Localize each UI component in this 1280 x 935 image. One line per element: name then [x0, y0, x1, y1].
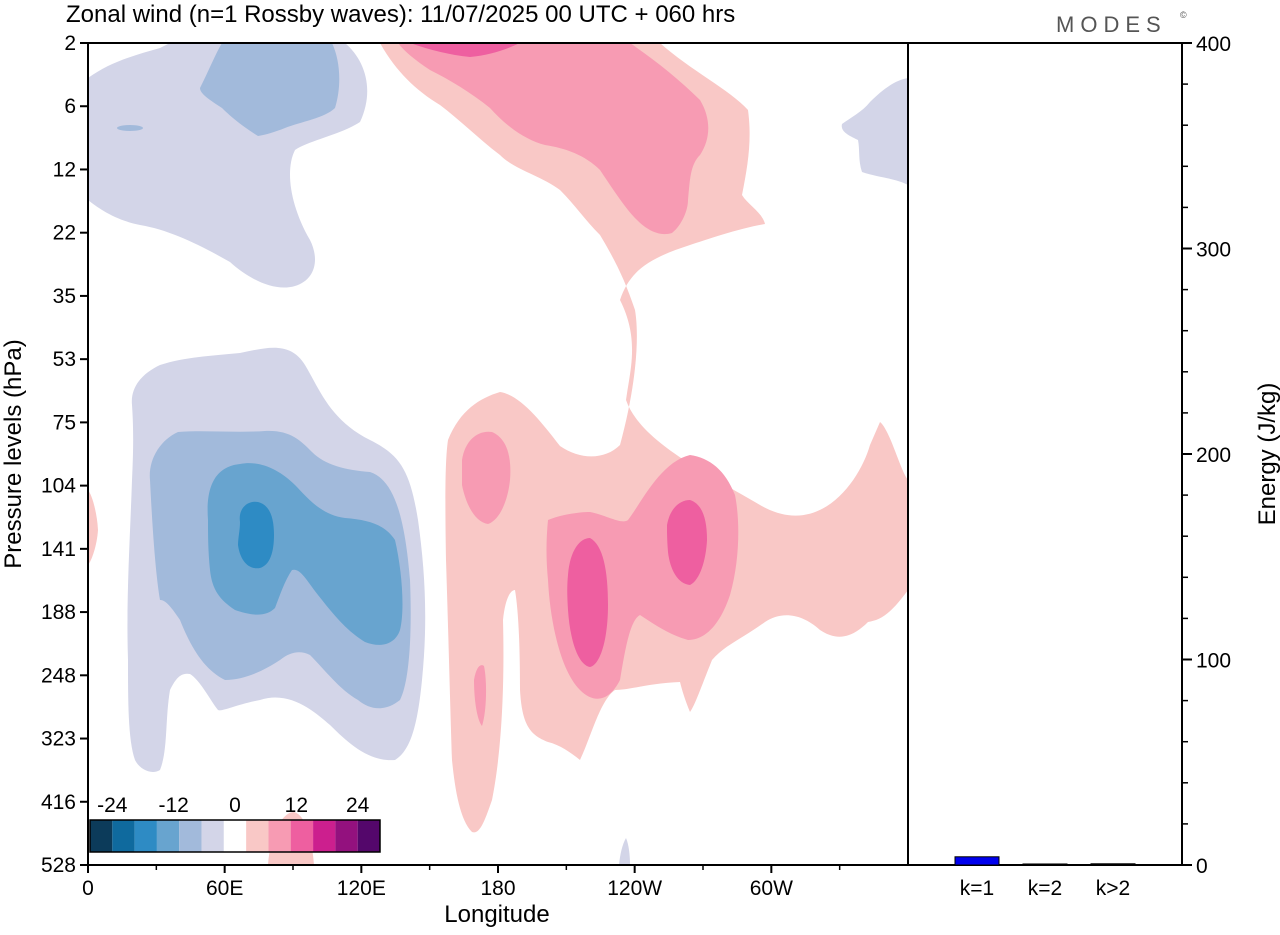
colorbar-frame [89, 819, 381, 853]
colorbar-swatch [268, 820, 291, 852]
contour-neg-trop-core [238, 501, 274, 569]
contour-pos-strat-light [380, 43, 908, 833]
map-x-axis: 0 60E 120E 180 120W 60W [82, 865, 841, 900]
y-tick-label: 53 [53, 348, 76, 371]
colorbar-swatch [90, 820, 113, 852]
brand-copyright-mark: © [1180, 10, 1187, 20]
y-tick-label: 2 [64, 32, 76, 55]
colorbar-labels: -24 -12 0 12 24 [97, 794, 370, 817]
contour-neg-bottom [619, 838, 630, 865]
colorbar-swatch [335, 820, 358, 852]
x-tick-label: 60E [206, 877, 243, 900]
energy-tick-label: 300 [1196, 239, 1231, 262]
colorbar-swatch [112, 820, 135, 852]
y-tick-label: 141 [41, 538, 76, 561]
energy-tick-label: 200 [1196, 444, 1231, 467]
contour-pos-trop-mid-west [462, 431, 511, 524]
energy-tick-label: 0 [1196, 855, 1208, 878]
brand-logo: MODES [1056, 12, 1167, 37]
colorbar-label: -24 [97, 794, 128, 817]
colorbar-swatch [246, 820, 269, 852]
colorbar-swatch [223, 820, 247, 852]
x-tick-label: 180 [480, 877, 515, 900]
y-tick-label: 12 [53, 158, 76, 181]
contour-pos-trop-core-west [567, 538, 608, 667]
energy-tick-label: 400 [1196, 33, 1231, 56]
energy-bar [954, 856, 1000, 866]
colorbar-swatch [290, 820, 314, 852]
colorbar-label: 12 [285, 794, 308, 817]
y-tick-label: 416 [41, 791, 76, 814]
contour-pos-west-edge [88, 490, 98, 565]
energy-category-label: k>2 [1096, 877, 1130, 900]
y-tick-label: 323 [41, 728, 76, 751]
energy-axis-label: Energy (J/kg) [1254, 383, 1280, 526]
x-tick-label: 120W [607, 877, 662, 900]
colorbar-swatch [156, 820, 180, 852]
energy-x-axis: k=1 k=2 k>2 [960, 877, 1130, 900]
map-y-axis: 2 6 12 22 35 53 75 104 141 188 248 323 416 528 [41, 32, 88, 877]
colorbar [89, 819, 381, 853]
energy-category-label: k=1 [960, 877, 994, 900]
x-tick-label: 60W [750, 877, 793, 900]
x-axis-label: Longitude [444, 901, 549, 928]
energy-bars [954, 856, 1136, 866]
y-tick-label: 22 [53, 222, 76, 245]
y-tick-label: 104 [41, 475, 76, 498]
colorbar-swatch [134, 820, 157, 852]
colorbar-label: 24 [346, 794, 370, 817]
colorbar-swatch [179, 820, 202, 852]
contour-neg-east-edge [841, 78, 908, 185]
y-tick-label: 75 [53, 411, 76, 434]
energy-category-label: k=2 [1028, 877, 1062, 900]
energy-y-axis: 0 100 200 300 400 [1182, 33, 1231, 878]
y-tick-label: 248 [41, 664, 76, 687]
contour-pos-trop-spot [474, 665, 487, 726]
colorbar-swatch [313, 820, 336, 852]
contour-neg-strat-mid [200, 43, 340, 136]
energy-bar [1022, 863, 1068, 866]
energy-panel-frame [907, 42, 1183, 866]
x-tick-label: 120E [337, 877, 386, 900]
contour-neg-strat-spot [117, 125, 143, 131]
y-tick-label: 528 [41, 854, 76, 877]
contour-pos-strat-core [410, 43, 520, 57]
colorbar-swatch [357, 820, 380, 852]
y-axis-label: Pressure levels (hPa) [0, 339, 27, 568]
x-tick-label: 0 [82, 877, 94, 900]
y-tick-label: 6 [64, 95, 76, 118]
y-tick-label: 188 [41, 601, 76, 624]
colorbar-swatch [201, 820, 224, 852]
contour-pos-trop-core-east [667, 500, 707, 585]
contour-pos-strat-mid [398, 43, 709, 235]
energy-tick-label: 100 [1196, 650, 1231, 673]
colorbar-label: 0 [229, 794, 241, 817]
y-tick-label: 35 [53, 285, 76, 308]
contour-field [88, 43, 908, 865]
energy-bar [1090, 863, 1136, 866]
chart-title: Zonal wind (n=1 Rossby waves): 11/07/202… [66, 1, 735, 28]
colorbar-label: -12 [158, 794, 188, 817]
